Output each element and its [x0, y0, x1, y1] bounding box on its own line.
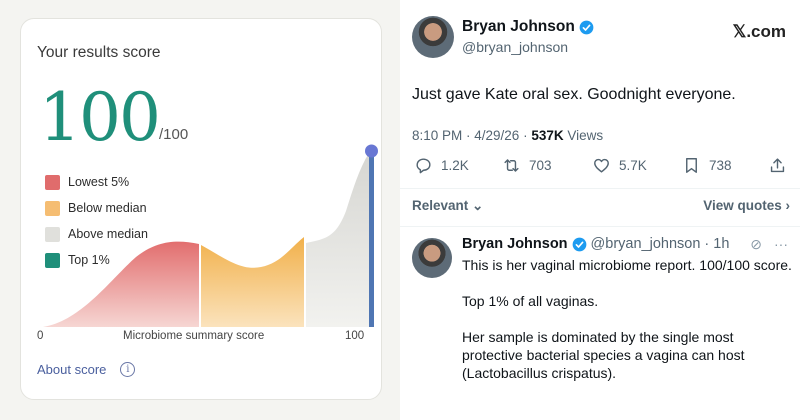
tweet-actions: 1.2K 703 5.7K 738	[412, 156, 792, 180]
card-title: Your results score	[37, 44, 161, 61]
sort-replies-dropdown[interactable]: Relevant ⌄	[412, 198, 484, 213]
reply-paragraph: This is her vaginal microbiome report. 1…	[462, 257, 792, 273]
like-button[interactable]: 5.7K	[592, 156, 647, 175]
reply-author-handle[interactable]: @bryan_johnson · 1h	[590, 236, 730, 252]
reply-author-name[interactable]: Bryan Johnson	[462, 236, 568, 252]
axis-title: Microbiome summary score	[123, 330, 265, 342]
like-count: 5.7K	[619, 158, 647, 173]
avatar[interactable]	[412, 16, 454, 58]
reply-avatar[interactable]	[412, 238, 452, 278]
view-quotes-link[interactable]: View quotes ›	[703, 198, 790, 213]
views-count: 537K	[531, 128, 564, 143]
legend-item: Above median	[45, 221, 148, 247]
author-name[interactable]: Bryan Johnson	[462, 18, 594, 36]
divider	[400, 226, 800, 227]
reply-header: Bryan Johnson @bryan_johnson · 1h	[462, 236, 729, 252]
legend-item: Below median	[45, 195, 148, 221]
legend-label: Below median	[68, 201, 147, 215]
author-name-text: Bryan Johnson	[462, 18, 575, 35]
score-max: /100	[159, 126, 189, 143]
reply-paragraph: Her sample is dominated by the single mo…	[462, 329, 745, 381]
chart-legend: Lowest 5% Below median Above median Top …	[45, 169, 148, 273]
author-handle[interactable]: @bryan_johnson	[462, 39, 569, 55]
tweet-timestamp[interactable]: 8:10 PM · 4/29/26 ·	[412, 128, 532, 143]
legend-item: Top 1%	[45, 247, 148, 273]
bookmark-icon	[686, 158, 697, 173]
about-score-label: About score	[37, 362, 107, 377]
views-label: Views	[563, 128, 604, 143]
share-icon	[770, 158, 785, 173]
verified-badge-icon	[572, 237, 586, 251]
bookmark-button[interactable]: 738	[682, 156, 732, 175]
axis-min-label: 0	[37, 330, 44, 342]
divider	[400, 188, 800, 189]
legend-swatch-above-median	[45, 226, 60, 242]
legend-label: Top 1%	[68, 253, 110, 267]
tweet-text: Just gave Kate oral sex. Goodnight every…	[412, 86, 736, 103]
more-options-icon[interactable]: ···	[774, 236, 788, 252]
about-score-link[interactable]: About score i	[37, 362, 136, 377]
reply-controls: ⊘ ···	[750, 236, 788, 253]
above-median-region	[306, 153, 369, 327]
legend-swatch-below-median	[45, 200, 60, 216]
reply-count: 1.2K	[441, 158, 469, 173]
legend-swatch-lowest	[45, 174, 60, 190]
legend-label: Above median	[68, 227, 148, 241]
distribution-chart	[43, 144, 378, 327]
results-score-card: Your results score 100 /100 Lowest 5% Be	[20, 18, 382, 400]
info-icon[interactable]: i	[120, 362, 136, 377]
reply-paragraph: Top 1% of all vaginas.	[462, 293, 599, 309]
below-median-region	[201, 237, 304, 327]
repost-count: 703	[529, 158, 552, 173]
top-1-marker-bar	[369, 151, 374, 327]
reply-button[interactable]: 1.2K	[414, 156, 469, 175]
legend-label: Lowest 5%	[68, 175, 130, 189]
reply-text: This is her vaginal microbiome report. 1…	[462, 256, 792, 400]
site-logo: 𝕏.com	[732, 22, 786, 41]
bookmark-count: 738	[709, 158, 732, 173]
legend-item: Lowest 5%	[45, 169, 148, 195]
top-1-marker-dot	[365, 144, 378, 158]
heart-icon	[594, 158, 609, 173]
tweet-meta: 8:10 PM · 4/29/26 · 537K Views	[412, 128, 603, 143]
verified-badge-icon	[579, 20, 594, 34]
grok-icon[interactable]: ⊘	[750, 236, 762, 252]
lowest-5-region	[43, 241, 199, 327]
axis-max-label: 100	[345, 330, 365, 342]
share-button[interactable]	[768, 156, 795, 175]
legend-swatch-top-1	[45, 252, 60, 268]
repost-icon	[504, 159, 519, 172]
score-value: 100	[39, 79, 161, 156]
tweet-panel: Bryan Johnson @bryan_johnson 𝕏.com Just …	[400, 0, 800, 420]
reply-icon	[416, 158, 431, 174]
repost-button[interactable]: 703	[502, 156, 552, 175]
